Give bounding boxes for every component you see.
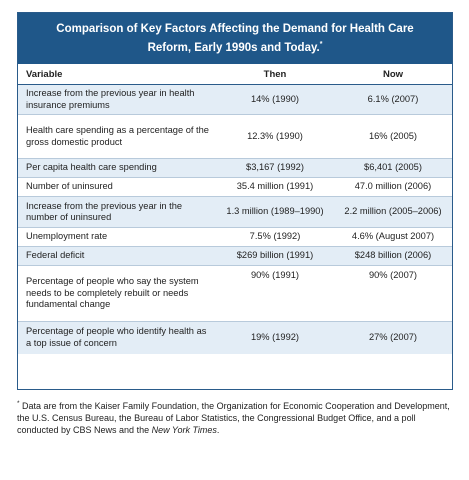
- cell-now: 16% (2005): [334, 114, 452, 159]
- cell-now: $248 billion (2006): [334, 246, 452, 266]
- cell-then: 7.5% (1992): [216, 227, 334, 247]
- table-title-text: Comparison of Key Factors Affecting the …: [56, 22, 414, 54]
- footnote-italic-source: New York Times: [151, 424, 217, 435]
- cell-now: 2.2 million (2005–2006): [334, 196, 452, 228]
- cell-then: 14% (1990): [216, 84, 334, 115]
- cell-variable: Increase from the previous year in healt…: [18, 84, 216, 115]
- table-footnote: * Data are from the Kaiser Family Founda…: [17, 398, 453, 436]
- cell-now: 90% (2007): [334, 265, 452, 322]
- table-row: Increase from the previous year in the n…: [18, 196, 452, 228]
- table-row: Per capita health care spending $3,167 (…: [18, 158, 452, 178]
- cell-variable: Per capita health care spending: [18, 158, 216, 178]
- cell-now: 4.6% (August 2007): [334, 227, 452, 247]
- table-row: Percentage of people who identify health…: [18, 321, 452, 354]
- table-frame: Comparison of Key Factors Affecting the …: [17, 12, 453, 390]
- cell-then: 19% (1992): [216, 321, 334, 354]
- table-row: Federal deficit $269 billion (1991) $248…: [18, 246, 452, 266]
- table-row: Increase from the previous year in healt…: [18, 84, 452, 115]
- footnote-text: Data are from the Kaiser Family Foundati…: [17, 401, 450, 435]
- table-header-row: Variable Then Now: [18, 64, 452, 85]
- cell-variable: Percentage of people who identify health…: [18, 321, 216, 354]
- cell-then: 12.3% (1990): [216, 114, 334, 159]
- cell-now: $6,401 (2005): [334, 158, 452, 178]
- cell-now: 47.0 million (2006): [334, 177, 452, 197]
- cell-then: $269 billion (1991): [216, 246, 334, 266]
- cell-then: 1.3 million (1989–1990): [216, 196, 334, 228]
- table-row: Unemployment rate 7.5% (1992) 4.6% (Augu…: [18, 227, 452, 247]
- table-row: Health care spending as a percentage of …: [18, 114, 452, 159]
- title-footnote-marker: *: [319, 40, 323, 48]
- footnote-marker: *: [17, 400, 20, 407]
- cell-then: $3,167 (1992): [216, 158, 334, 178]
- cell-variable: Health care spending as a percentage of …: [18, 114, 216, 159]
- cell-variable: Percentage of people who say the system …: [18, 265, 216, 322]
- cell-variable: Federal deficit: [18, 246, 216, 266]
- cell-then: 35.4 million (1991): [216, 177, 334, 197]
- cell-variable: Increase from the previous year in the n…: [18, 196, 216, 228]
- cell-then: 90% (1991): [216, 265, 334, 322]
- table-row: Percentage of people who say the system …: [18, 265, 452, 322]
- cell-now: 27% (2007): [334, 321, 452, 354]
- column-header-then: Then: [216, 64, 334, 85]
- cell-variable: Number of uninsured: [18, 177, 216, 197]
- footnote-end: .: [216, 424, 220, 435]
- column-header-variable: Variable: [18, 64, 216, 85]
- table-title: Comparison of Key Factors Affecting the …: [18, 13, 452, 64]
- cell-variable: Unemployment rate: [18, 227, 216, 247]
- comparison-table: Variable Then Now Increase from the prev…: [18, 64, 452, 354]
- cell-now: 6.1% (2007): [334, 84, 452, 115]
- table-row: Number of uninsured 35.4 million (1991) …: [18, 177, 452, 197]
- column-header-now: Now: [334, 64, 452, 85]
